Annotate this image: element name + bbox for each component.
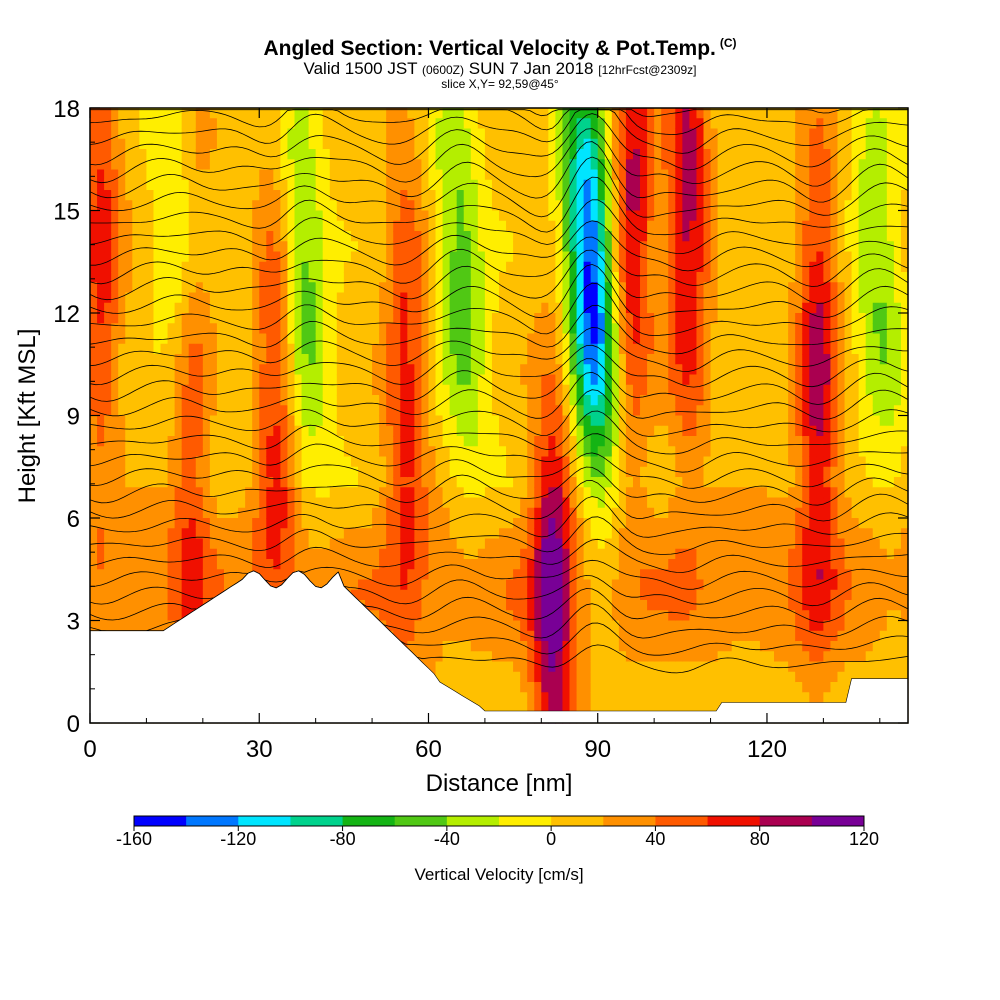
x-tick-label: 120 (747, 736, 787, 763)
pot-temp-isentrope (90, 220, 909, 272)
x-tick-label: 90 (584, 736, 611, 763)
x-tick-label: 0 (83, 736, 96, 763)
pot-temp-isentrope (89, 410, 909, 455)
colorbar-segment (551, 816, 604, 826)
colorbar-segment (499, 816, 552, 826)
colorbar-segment (655, 816, 709, 826)
colorbar-segment (603, 816, 656, 826)
pot-temp-isentrope (89, 389, 909, 437)
colorbar-tick-label: -120 (220, 829, 256, 849)
slice-info: slice X,Y= 92,59@45° (441, 77, 559, 91)
valid-time-line: Valid 1500 JST (0600Z) SUN 7 Jan 2018 [1… (0, 59, 1000, 79)
y-axis: 0 3 6 9 12 15 18 (53, 96, 908, 738)
colorbar: -160 -120 -80 -40 0 40 80 120 (116, 815, 879, 849)
y-tick-label: 9 (67, 404, 80, 431)
pot-temp-isentrope (89, 141, 909, 203)
y-tick-label: 15 (53, 199, 80, 226)
velocity-field (90, 108, 909, 724)
colorbar-label: Vertical Velocity [cm/s] (414, 865, 583, 884)
colorbar-segment (238, 816, 291, 826)
pot-temp-isentrope (89, 371, 909, 420)
pot-temp-isentrope (90, 109, 908, 118)
pot-temp-isentrope (89, 496, 909, 538)
valid-zulu: (0600Z) (421, 63, 465, 77)
colorbar-segment (707, 816, 761, 826)
pot-temp-isentrope (89, 109, 909, 154)
colorbar-segment (394, 816, 448, 826)
title-unit: (C) (719, 36, 737, 50)
colorbar-tick-label: 0 (546, 829, 556, 849)
forecast-info: [12hrFcst@2309z] (598, 63, 697, 77)
colorbar-segment (759, 816, 813, 826)
x-axis: 0 30 60 90 120 (83, 108, 881, 763)
pot-temp-isentrope (89, 433, 909, 473)
pot-temp-isentrope (89, 304, 909, 355)
pot-temp-isentrope (89, 538, 909, 573)
title-main: Angled Section: Vertical Velocity & Pot.… (263, 37, 716, 60)
pot-temp-isentrope (89, 282, 909, 336)
pot-temp-isentrope (89, 358, 909, 405)
pot-temp-isentrope (89, 156, 909, 218)
pot-temp-isentrope (89, 113, 909, 171)
colorbar-segment (134, 816, 187, 826)
pot-temp-isentrope (89, 466, 909, 506)
y-axis-label: Height [Kft MSL] (14, 329, 41, 504)
y-tick-label: 18 (53, 96, 80, 123)
pot-temp-isentrope (89, 559, 909, 590)
pot-temp-isentrope (89, 176, 909, 236)
colorbar-tick-label: -40 (434, 829, 460, 849)
colorbar-segment (342, 816, 396, 826)
pot-temp-isentrope (89, 249, 909, 304)
y-tick-label: 0 (67, 711, 80, 738)
colorbar-segment (186, 816, 239, 826)
colorbar-tick-label: 40 (645, 829, 665, 849)
valid-date: SUN 7 Jan 2018 (468, 59, 594, 78)
pot-temp-isentrope (89, 128, 909, 187)
x-tick-label: 60 (415, 736, 442, 763)
valid-prefix: Valid 1500 JST (303, 59, 418, 78)
pot-temp-isentrope (89, 199, 909, 255)
colorbar-tick-label: -160 (116, 829, 152, 849)
y-tick-label: 3 (67, 609, 80, 636)
terrain-surface (89, 570, 909, 724)
y-tick-label: 6 (67, 506, 80, 533)
colorbar-segment (290, 816, 344, 826)
pot-temp-isentrope (89, 344, 909, 388)
pot-temp-isentrope (89, 480, 909, 522)
pot-temp-isentrope (89, 452, 909, 489)
terrain-mask (89, 570, 909, 724)
colorbar-tick-label: -80 (330, 829, 356, 849)
y-tick-label: 12 (53, 301, 80, 328)
pot-temp-isentrope (89, 327, 909, 372)
colorbar-segment (811, 816, 865, 826)
colorbar-tick-label: 80 (750, 829, 770, 849)
x-tick-label: 30 (246, 736, 273, 763)
chart-title: Angled Section: Vertical Velocity & Pot.… (0, 36, 1000, 61)
pot-temp-isentrope (89, 236, 909, 287)
colorbar-tick-label: 120 (849, 829, 879, 849)
pot-temp-isentrope (89, 516, 909, 555)
x-axis-label: Distance [nm] (426, 770, 573, 797)
pot-temp-isentrope (89, 263, 909, 319)
colorbar-segment (446, 816, 500, 826)
colorbar-frame (133, 815, 865, 827)
